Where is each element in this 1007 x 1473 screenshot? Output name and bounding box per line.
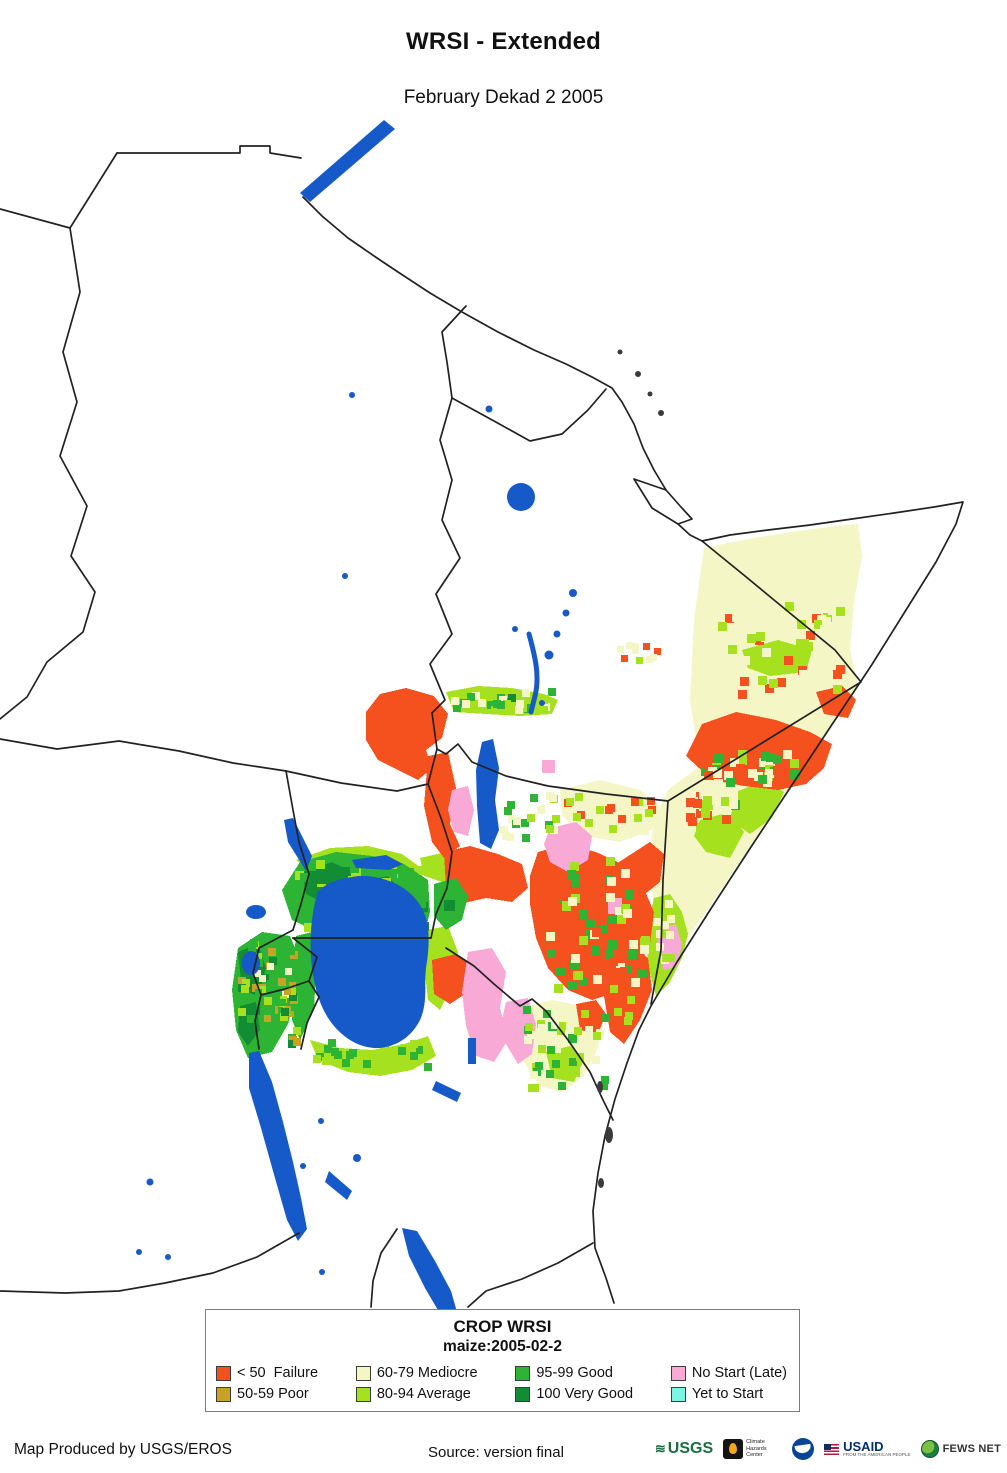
legend-swatch-average [355, 1386, 371, 1402]
legend-column: < 50 Failure 50-59 Poor [216, 1365, 318, 1402]
legend-swatch-poor [216, 1386, 231, 1402]
legend-swatch-yettostart [670, 1386, 686, 1402]
coastline [302, 196, 964, 1304]
legend-box: CROP WRSI maize:2005-02-2 < 50 Failure 5… [205, 1309, 800, 1412]
legend-item-mediocre: 60-79 Mediocre [355, 1365, 478, 1381]
chc-logo-label: Climate Hazards Center [746, 1438, 767, 1459]
legend-label: 100 Very Good [536, 1386, 634, 1402]
legend-label: 80-94 Average [376, 1386, 471, 1402]
lake-tanganyika [249, 1051, 307, 1241]
fewsnet-logo-label: FEWS NET [942, 1443, 1001, 1455]
lake-kivu [242, 951, 260, 975]
usaid-tagline: FROM THE AMERICAN PEOPLE [843, 1452, 911, 1458]
legend-label: 50-59 Poor [237, 1386, 309, 1402]
legend-swatch-failure [216, 1365, 231, 1381]
lake-turkana [476, 739, 499, 849]
sudd-river [526, 631, 540, 715]
legend-swatch-good [515, 1365, 531, 1381]
legend-subtitle: maize:2005-02-2 [443, 1338, 562, 1355]
legend-swatch-verygood [515, 1386, 531, 1402]
legend-swatch-nostart [670, 1365, 686, 1381]
legend-item-failure: < 50 Failure [216, 1365, 318, 1381]
legend-item-good: 95-99 Good [515, 1365, 633, 1381]
lake-edward [246, 905, 266, 919]
legend-item-poor: 50-59 Poor [216, 1386, 318, 1402]
chc-drop-icon [723, 1439, 744, 1459]
legend-item-verygood: 100 Very Good [515, 1386, 633, 1402]
legend-swatch-mediocre [355, 1365, 371, 1381]
legend-item-nostart: No Start (Late) [670, 1365, 787, 1381]
lake-kyoga [352, 855, 403, 870]
country-borders-layer [0, 145, 964, 1308]
map-title: WRSI - Extended [405, 28, 601, 55]
usgs-logo-label: USGS [667, 1440, 714, 1457]
legend-label: No Start (Late) [691, 1365, 787, 1381]
usaid-logo-label: USAID [843, 1439, 884, 1455]
usaid-flag-icon [824, 1443, 840, 1455]
fewsnet-logo: FEWS NET [920, 1440, 1001, 1458]
lake-rukwa [325, 1171, 352, 1200]
lake-victoria [310, 876, 429, 1049]
lake-albert [284, 818, 312, 871]
wrsi-speckle-layer [237, 601, 845, 1092]
lake-tana [507, 483, 535, 511]
legend-label: Yet to Start [691, 1386, 764, 1402]
lake-natron [468, 1038, 476, 1064]
source-text: Source: version final [428, 1444, 564, 1461]
legend-label: 60-79 Mediocre [376, 1365, 478, 1381]
usgs-wave-icon: ≋ [654, 1441, 666, 1456]
red-sea [300, 120, 395, 202]
produced-by-text: Map Produced by USGS/EROS [14, 1441, 232, 1458]
usgs-logo: ≋ USGS [655, 1440, 713, 1458]
lakes-layer [136, 120, 577, 1317]
legend-column: No Start (Late) Yet to Start [670, 1365, 787, 1402]
islands-layer [597, 349, 664, 1188]
legend-column: 60-79 Mediocre 80-94 Average [355, 1365, 478, 1402]
lake-eyasi [432, 1081, 461, 1102]
noaa-logo-icon [792, 1438, 815, 1460]
usaid-logo: USAID FROM THE AMERICAN PEOPLE [824, 1439, 911, 1458]
legend-item-yettostart: Yet to Start [670, 1386, 787, 1402]
legend-grid: < 50 Failure 50-59 Poor 60-79 Mediocre 8… [206, 1356, 799, 1402]
legend-label: < 50 Failure [237, 1365, 319, 1381]
legend-item-average: 80-94 Average [355, 1386, 478, 1402]
lake-malawi [402, 1228, 457, 1317]
legend-label: 95-99 Good [536, 1365, 613, 1381]
legend-column: 95-99 Good 100 Very Good [515, 1365, 633, 1402]
climate-hazards-center-logo: Climate Hazards Center [723, 1439, 782, 1460]
fewsnet-globe-icon [920, 1440, 939, 1458]
legend-title: CROP WRSI [453, 1317, 552, 1336]
map-subtitle: February Dekad 2 2005 [403, 87, 604, 108]
partner-logos: ≋ USGS Climate Hazards Center USAID FROM… [655, 1433, 1001, 1465]
